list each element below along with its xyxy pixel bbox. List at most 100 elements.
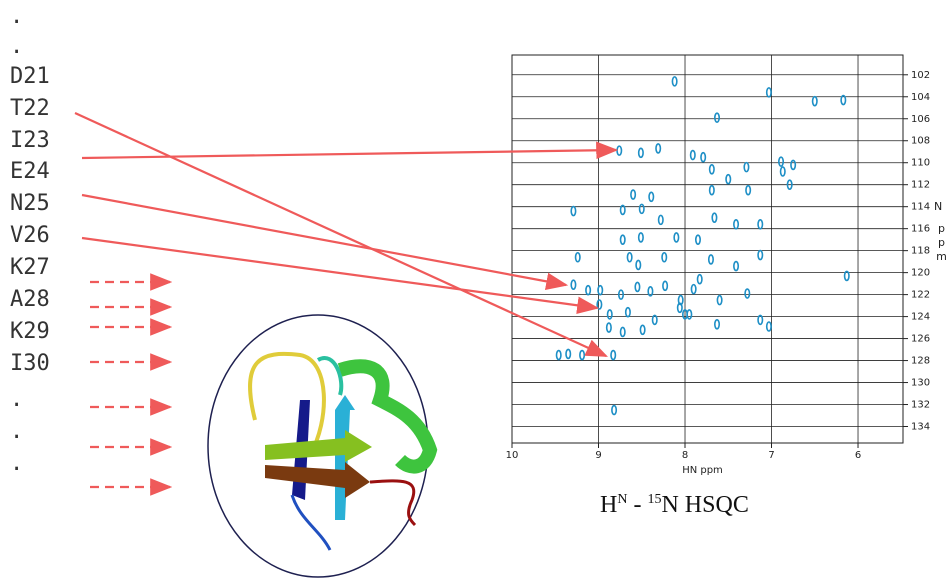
peak [673,232,680,243]
strand [265,430,372,462]
peak [619,326,626,338]
protein-structure [207,314,438,578]
peak [690,283,697,295]
y-tick-label: 112 [911,180,930,191]
peak [765,87,772,98]
loop [248,351,326,456]
peak [757,249,764,261]
y-tick-label: 102 [911,70,930,81]
peak [610,349,617,361]
residue-label: K29 [10,319,50,344]
peak [733,260,740,272]
arrow [74,111,609,358]
peak [708,184,715,196]
y-tick-label: 114 [911,202,930,213]
caption-part: H [600,492,617,518]
y-tick-label: 132 [911,400,930,411]
peak [725,173,732,185]
residue-label: . [10,451,23,476]
peak [707,254,714,265]
peak [637,147,644,159]
residue-label: E24 [10,159,50,184]
caption-part: 15 [647,492,661,507]
y-tick-label: 128 [911,356,930,367]
peak [647,286,654,297]
y-nucleus: N [934,200,943,213]
peak [811,95,818,107]
x-axis-label: HN ppm [682,465,723,476]
dashed-arrows [90,273,173,496]
assignment-arrows [74,111,619,358]
peak [648,191,655,203]
peak [638,203,645,215]
y-tick-label: 108 [911,136,930,147]
residue-label: D21 [10,64,50,89]
x-tick-label: 8 [682,450,688,461]
residue-label: N25 [10,191,50,216]
x-tick-label: 6 [855,450,861,461]
peak [716,294,723,306]
peak [786,179,793,190]
peak [840,94,847,106]
peak [686,309,693,320]
peak [714,318,721,330]
peak [676,302,683,314]
peak [843,270,850,282]
helix [337,359,438,474]
hsqc-spectrum: 1021041061081101121141161181201221241261… [506,54,930,476]
caption-part: N HSQC [661,492,748,518]
x-tick-label: 10 [506,450,519,461]
peak [570,279,577,291]
peak [565,348,572,360]
y-tick-label: 106 [911,114,930,125]
residue-label: V26 [10,223,50,248]
peak [711,212,718,223]
residue-label: . [10,419,23,444]
y-tick-label: 120 [911,268,930,279]
y-tick-label: 104 [911,92,930,103]
caption-part: N [617,492,627,507]
peak [779,166,786,177]
peak [689,149,696,161]
caption-part: - [627,492,647,518]
peak [765,321,772,332]
peak [626,251,633,263]
peak [637,232,644,243]
peak [661,251,668,263]
peak [743,161,750,173]
peak [790,159,797,171]
peak [555,349,562,361]
strand [265,462,370,498]
peak [662,280,669,292]
arrow [81,141,619,160]
loop [290,494,332,551]
residue-label: I23 [10,128,50,153]
peak [708,164,715,175]
peak [714,112,721,123]
peak [617,289,624,300]
peak [657,214,664,226]
arrow [81,236,600,315]
peak [630,189,637,200]
peak [745,184,752,196]
y-tick-label: 122 [911,290,930,301]
residue-label: A28 [10,287,50,312]
loop [316,356,344,396]
peak [651,314,658,326]
x-tick-label: 9 [595,450,601,461]
peak [639,324,646,336]
y-tick-label: 116 [911,224,930,235]
peak [574,251,581,263]
y-tick-label: 110 [911,158,930,169]
peak [597,284,604,296]
y-tick-label: 124 [911,312,930,323]
peak [757,314,764,326]
residue-list: .. D21 T22 I23 E24 N25 V26 K27 A28 K29 I30... [10,4,50,476]
peak [579,349,586,361]
arrow [81,193,569,291]
spectrum-caption: HN - 15N HSQC [600,492,749,518]
residue-label: . [10,34,23,59]
peak [744,288,751,299]
